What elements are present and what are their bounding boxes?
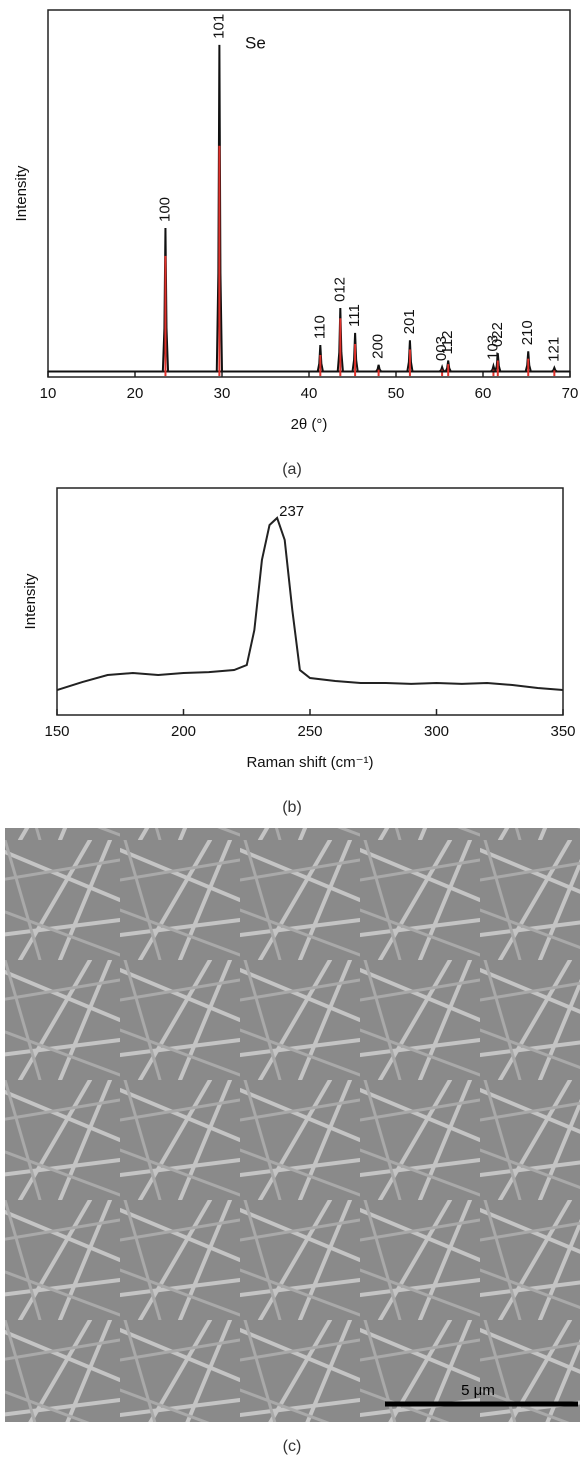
sem-photo [5, 828, 580, 1422]
diffraction-peak [439, 360, 457, 373]
y-axis-label: Intensity [13, 165, 30, 221]
diffraction-peak [519, 351, 537, 373]
plot-frame [56, 487, 564, 716]
diffraction-peak [369, 364, 388, 373]
caption: (c) [283, 1438, 302, 1455]
x-tick-label: 50 [388, 385, 405, 402]
x-axis-label: 2θ (°) [291, 416, 328, 433]
x-tick-label: 40 [301, 385, 318, 402]
peak-label: 200 [370, 334, 387, 359]
diffraction-peak [346, 332, 364, 373]
diffraction-peak [311, 345, 330, 373]
peak-label: 022 [489, 322, 506, 347]
diffraction-peak [331, 307, 350, 373]
y-axis-label: Intensity [22, 573, 39, 629]
peak-label: 210 [519, 320, 536, 345]
diffraction-peak [156, 227, 175, 373]
peak-label: 012 [331, 277, 348, 302]
diffraction-peak [401, 340, 419, 373]
caption: (b) [282, 799, 302, 816]
spectrum-line [56, 516, 564, 692]
chart-title: Se [245, 33, 266, 52]
x-axis-label: Raman shift (cm⁻¹) [246, 754, 373, 771]
peak-label: 101 [210, 14, 227, 39]
x-tick-label: 60 [475, 385, 492, 402]
plot-frame [47, 9, 571, 378]
sem-image: 5 μm (c) [5, 828, 580, 1455]
peak-annotation: 237 [279, 503, 304, 520]
x-tick-label: 20 [127, 385, 144, 402]
x-tick-label: 350 [550, 723, 575, 740]
x-tick-label: 10 [40, 385, 57, 402]
x-tick-label: 300 [424, 723, 449, 740]
x-tick-label: 70 [562, 385, 579, 402]
diffraction-peak [210, 44, 229, 373]
caption: (a) [282, 461, 302, 478]
peak-label: 111 [346, 304, 363, 327]
peak-label: 100 [156, 197, 173, 222]
diffraction-peak [545, 365, 564, 373]
x-tick-label: 200 [171, 723, 196, 740]
scale-bar-label: 5 μm [461, 1382, 495, 1399]
x-tick-label: 250 [297, 723, 322, 740]
peak-label: 003 [433, 336, 450, 361]
peak-label: 110 [311, 315, 328, 339]
peak-label: 121 [545, 337, 562, 362]
diffraction-peak [489, 353, 507, 373]
peak-label: 112 [439, 331, 456, 355]
x-tick-label: 30 [214, 385, 231, 402]
x-tick-label: 150 [44, 723, 69, 740]
peak-label: 201 [401, 309, 418, 334]
